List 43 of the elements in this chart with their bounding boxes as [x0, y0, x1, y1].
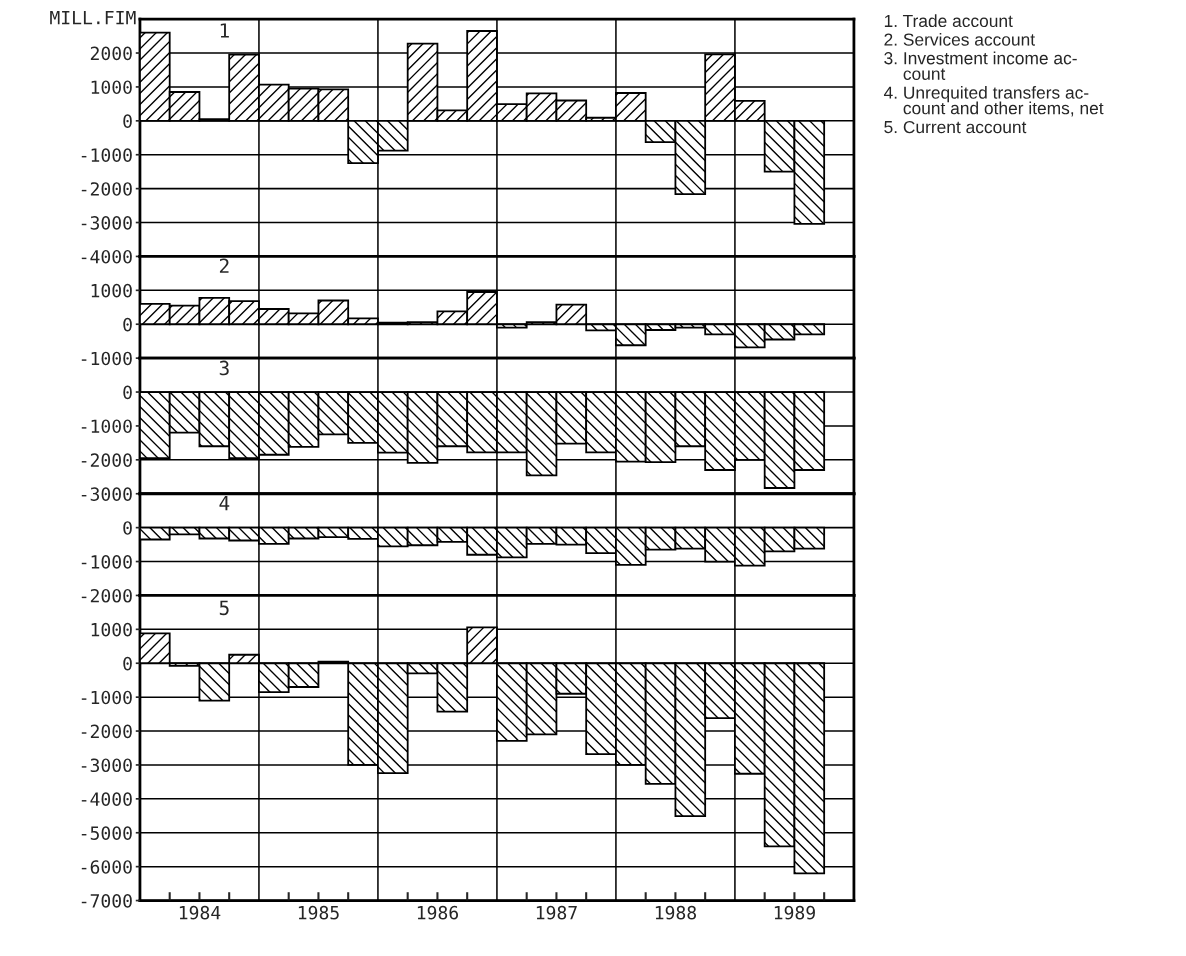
- x-tick-label: 1989: [774, 905, 815, 920]
- y-tick-label: 1000: [91, 283, 132, 298]
- annotation: 2: [219, 258, 229, 273]
- y-tick-label: -2000: [81, 182, 132, 196]
- y-tick-label: -3000: [81, 758, 132, 773]
- y-tick-label: -2000: [81, 588, 132, 603]
- y-tick-label: -1000: [81, 555, 132, 569]
- y-tick-label: -3000: [81, 216, 132, 230]
- y-tick-label: 0: [123, 521, 132, 535]
- y-tick-label: -7000: [81, 894, 132, 908]
- y-tick-label: 0: [123, 114, 132, 128]
- y-tick-label: -1000: [81, 148, 132, 162]
- x-tick-label: 1984: [179, 905, 221, 920]
- y-tick-label: -2000: [81, 724, 132, 739]
- y-tick-label: 0: [123, 385, 132, 400]
- y-tick-label: -4000: [81, 792, 132, 807]
- text: 5. Current account: [884, 120, 1027, 134]
- y-tick-label: -1000: [81, 690, 132, 705]
- y-tick-label: -3000: [81, 487, 132, 501]
- y-tick-label: 1000: [91, 622, 132, 637]
- x-tick-label: 1986: [417, 905, 459, 920]
- annotation: 4: [219, 495, 230, 511]
- annotation: 3: [219, 360, 229, 376]
- text: 3. Investment income ac- count: [884, 51, 1077, 80]
- y-tick-label: -4000: [81, 249, 132, 264]
- x-tick-label: 1985: [298, 905, 339, 920]
- y-tick-label: 2000: [90, 46, 132, 61]
- annotation: 1: [220, 23, 229, 38]
- y-tick-label: 1000: [91, 80, 132, 95]
- text: 2. Services account: [884, 32, 1035, 46]
- annotation: 5: [219, 600, 229, 616]
- y-tick-label: 0: [123, 656, 132, 671]
- text: 4. Unrequited transfers ac- count and other items, net: [883, 86, 1104, 117]
- y-axis-title: MILL.FIM: [50, 10, 136, 25]
- y-tick-label: -5000: [81, 826, 132, 840]
- text: 1. Trade account: [884, 14, 1013, 28]
- y-tick-label: -1000: [81, 351, 132, 366]
- x-tick-label: 1988: [655, 905, 697, 920]
- y-tick-label: -2000: [81, 453, 132, 467]
- x-tick-label: 1987: [536, 905, 577, 920]
- y-tick-label: -6000: [81, 860, 132, 874]
- y-tick-label: -1000: [81, 419, 132, 434]
- y-tick-label: 0: [123, 317, 132, 332]
